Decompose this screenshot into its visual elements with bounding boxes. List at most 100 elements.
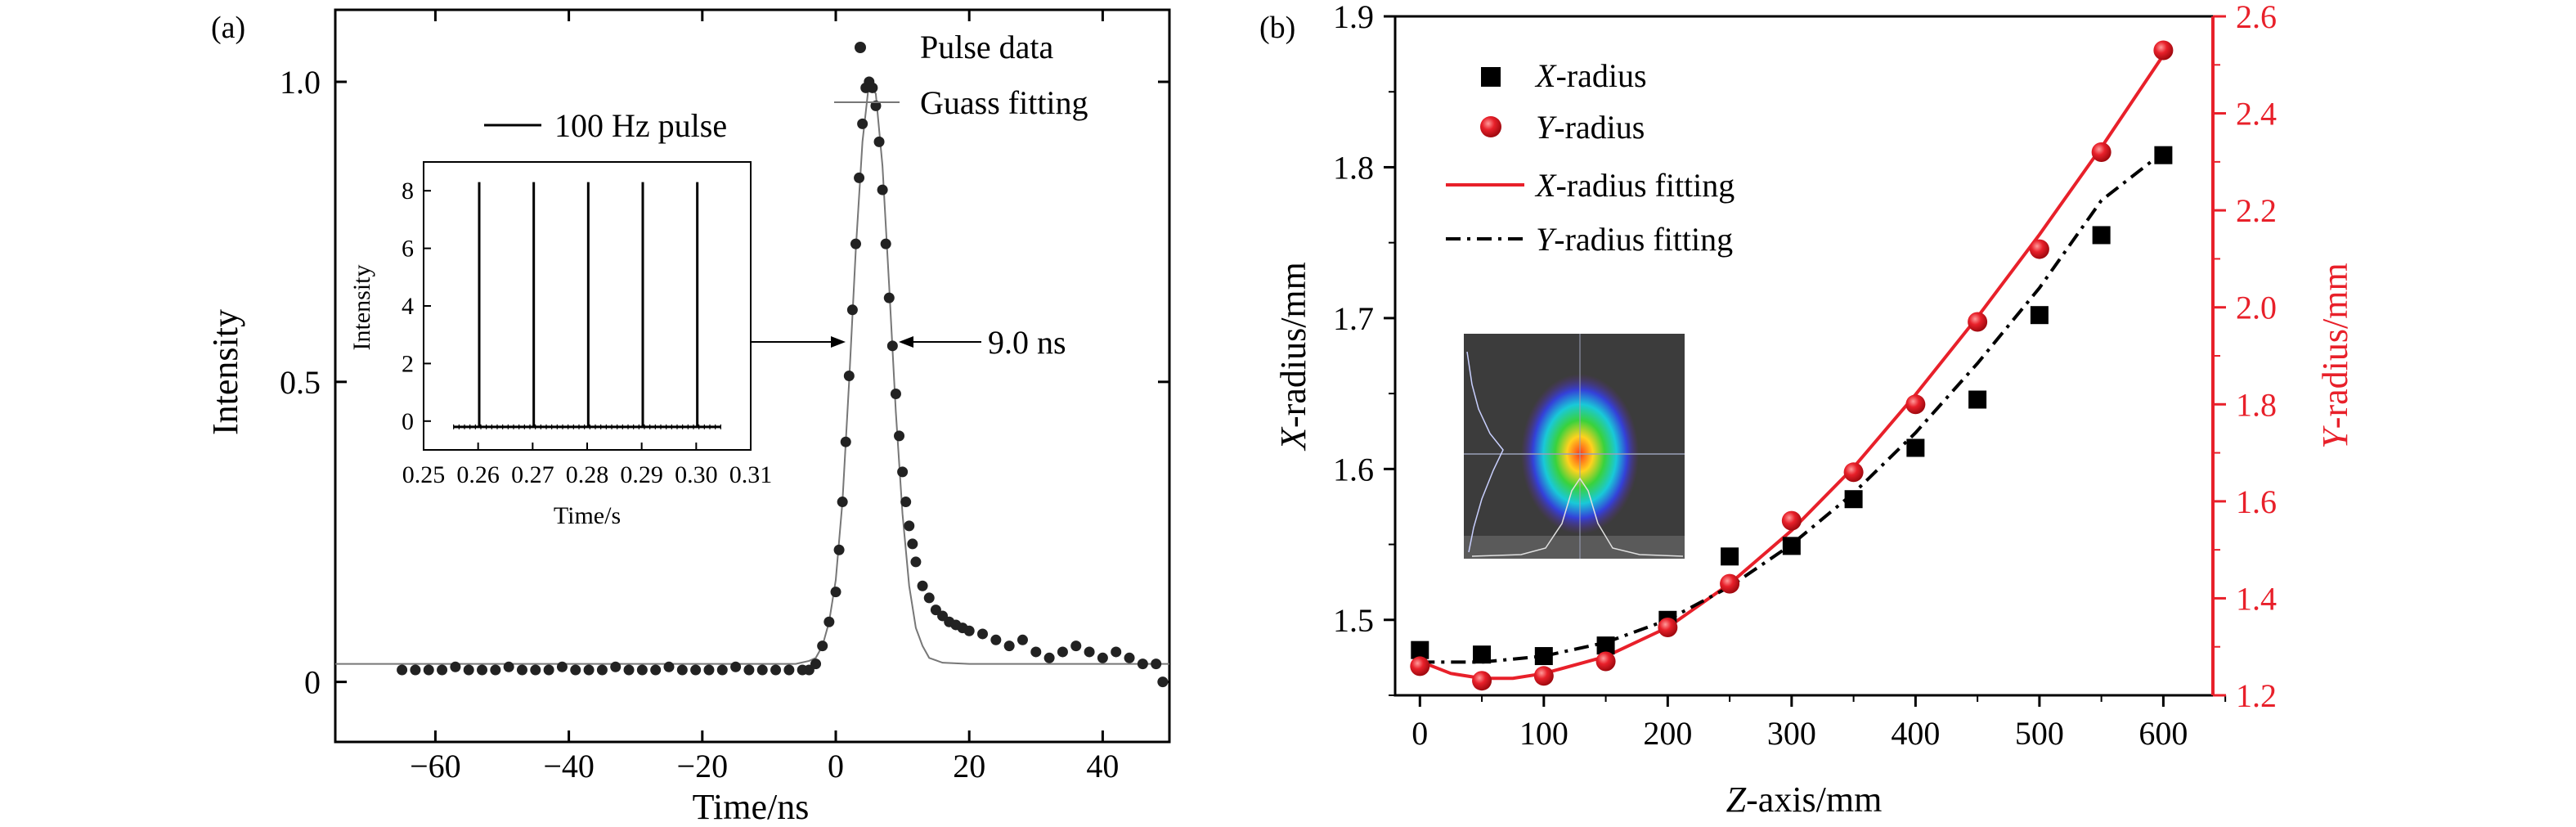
legend-x-radius-label: X-radius (1534, 57, 1647, 94)
inset-x-tick-label: 0.26 (456, 461, 500, 488)
x-radius-point (1968, 390, 1987, 409)
legend-y-radius-marker (1480, 116, 1501, 137)
panel-b: (b) 0 100 200 300 400 500 600 1.51.61.71.81.9 … (1259, 0, 2355, 820)
pulse-data-point (963, 625, 975, 636)
inset-y-tick-label: 2 (402, 350, 414, 377)
x-tick-label: −40 (543, 748, 595, 784)
pulse-data-point (410, 664, 421, 676)
pulse-data-point (1057, 646, 1068, 658)
pulse-data-point (817, 640, 828, 652)
legend-pulse-data-marker (855, 42, 866, 53)
panel-a-x-ticks: −60 −40 −20 0 20 40 (410, 10, 1119, 784)
inset-x-tick-label: 0.30 (675, 461, 718, 488)
pulse-data-point (894, 430, 905, 442)
y2-tick-label: 1.2 (2236, 677, 2277, 714)
pulse-data-point (923, 592, 935, 604)
panel-b-x-ticks: 0 100 200 300 400 500 600 (1411, 695, 2227, 752)
legend-y-fitting-label: Y-radius fitting (1536, 221, 1733, 258)
pulse-data-point (857, 118, 868, 129)
pulse-data-point (650, 664, 662, 676)
panel-a-y-axis-label: Intensity (205, 309, 245, 435)
series-y-radius-fitting (1420, 151, 2165, 664)
fwhm-right-arrow (899, 336, 913, 348)
pulse-data-point (556, 661, 568, 672)
legend-gauss-fitting-label: Guass fitting (920, 84, 1088, 121)
fwhm-label: 9.0 ns (988, 324, 1066, 361)
panel-a-plot-area (335, 76, 1169, 688)
x-tick-label: 600 (2138, 715, 2188, 752)
panel-a: (a) −60 −40 −20 0 20 40 00.51.0 Time/ns Inten… (205, 8, 1171, 827)
pulse-data-point (610, 661, 622, 672)
pulse-data-point (917, 580, 928, 591)
pulse-data-point (910, 556, 922, 568)
inset-x-tick-label: 0.27 (511, 461, 554, 488)
panel-b-plot-area (1410, 40, 2174, 691)
legend-x-fitting-label: X-radius fitting (1534, 167, 1735, 204)
inset-chart: 100 Hz pulse 0.25 0.26 0.27 0.28 0.29 0.30 0.3… (348, 107, 772, 529)
pulse-data-point (1157, 676, 1169, 688)
pulse-data-point (890, 389, 901, 400)
beam-profile-image (1464, 334, 1685, 559)
panel-b-x-axis-label: Z-axis/mm (1726, 780, 1883, 820)
panel-b-y2-axis-label: Y-radius/mm (2315, 263, 2355, 448)
pulse-data-point (977, 628, 989, 640)
pulse-data-point (1151, 658, 1162, 670)
y-radius-point (1781, 510, 1802, 531)
y-radius-point (1595, 651, 1616, 672)
panel-a-label: (a) (211, 11, 245, 45)
pulse-data-point (490, 664, 501, 676)
x-radius-point (2030, 306, 2049, 325)
x-tick-label: 500 (2015, 715, 2064, 752)
x-tick-label: 300 (1767, 715, 1816, 752)
x-radius-point (1906, 438, 1925, 457)
pulse-data-point (1030, 646, 1042, 658)
inset-y-tick-label: 0 (402, 408, 414, 435)
pulse-data-point (854, 172, 865, 183)
pulse-data-point (450, 661, 461, 672)
inset-y-ticks: 0 2 4 6 8 (402, 178, 431, 435)
pulse-data-point (756, 664, 768, 676)
pulse-data-point (1016, 634, 1028, 645)
inset-y-tick-label: 4 (402, 293, 414, 320)
pulse-data-point (1003, 640, 1015, 652)
panel-a-frame (334, 8, 1171, 744)
pulse-data-point (880, 238, 891, 249)
pulse-data-point (676, 664, 688, 676)
inset-x-axis-label: Time/s (554, 502, 621, 529)
y-radius-point (1720, 573, 1740, 594)
y2-tick-label: 1.6 (2236, 483, 2277, 520)
pulse-data-point (877, 184, 888, 196)
y-radius-point (1410, 656, 1430, 676)
pulse-data-point (886, 340, 898, 352)
pulse-data-point (824, 616, 835, 627)
panel-a-x-axis-label: Time/ns (693, 787, 810, 827)
pulse-data-point (623, 664, 635, 676)
y2-tick-label: 1.4 (2236, 580, 2277, 617)
x-tick-label: 0 (1411, 715, 1428, 752)
pulse-data-point (463, 664, 474, 676)
pulse-data-point (867, 82, 878, 93)
fwhm-annotation: 9.0 ns (734, 324, 1066, 361)
pulse-data-point (716, 664, 728, 676)
y2-tick-label: 2.6 (2236, 0, 2277, 35)
pulse-data-point (883, 292, 895, 303)
y2-tick-label: 2.4 (2236, 96, 2277, 133)
y-radius-point (2153, 40, 2174, 61)
pulse-data-point (907, 538, 918, 550)
pulse-data-point (1084, 646, 1095, 658)
x-radius-point (1596, 636, 1615, 655)
inset-x-tick-label: 0.28 (566, 461, 609, 488)
inset-x-ticks: 0.25 0.26 0.27 0.28 0.29 0.30 0.31 (402, 443, 772, 488)
pulse-data-point (850, 238, 861, 249)
pulse-data-point (900, 497, 912, 508)
beam-vertical-profile (1466, 351, 1504, 553)
x-tick-label: 100 (1519, 715, 1568, 752)
inset-plot-area (453, 182, 721, 429)
x-tick-label: 400 (1891, 715, 1940, 752)
pulse-data-point (1070, 640, 1082, 652)
pulse-data-point (516, 664, 527, 676)
pulse-data-point (810, 658, 822, 670)
x-radius-point (2154, 146, 2173, 164)
y-tick-label: 0.5 (280, 364, 321, 401)
